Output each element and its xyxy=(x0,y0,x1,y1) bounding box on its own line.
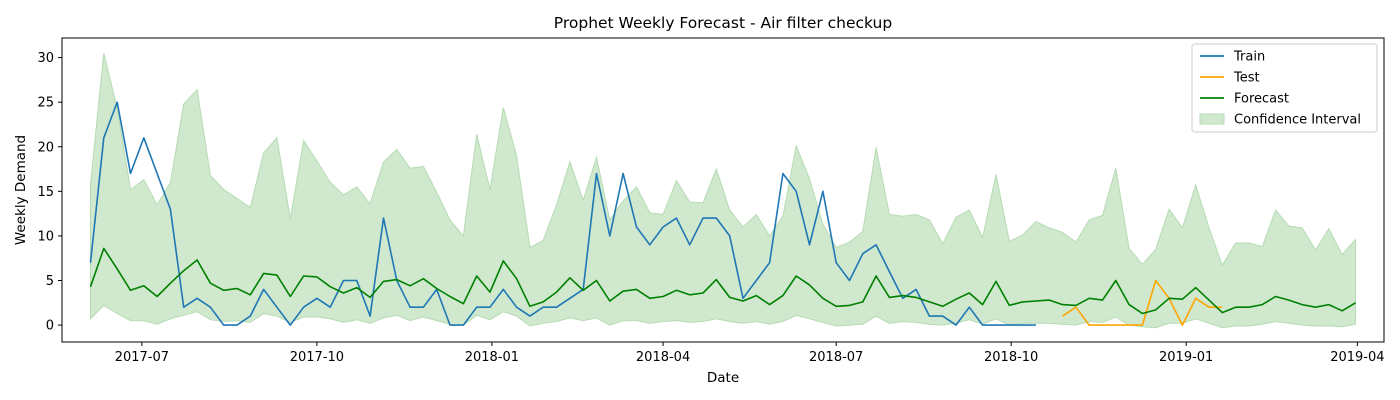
x-tick-label: 2017-10 xyxy=(290,350,344,365)
y-tick-label: 0 xyxy=(46,319,54,334)
y-tick-label: 25 xyxy=(37,96,54,111)
axis-ticks: 2017-07 2017-10 2018-01 2018-04 2018-07 2018-… xyxy=(37,51,1384,365)
chart-title: Prophet Weekly Forecast - Air filter che… xyxy=(554,14,892,32)
x-tick-label: 2019-04 xyxy=(1330,350,1384,365)
legend-label: Test xyxy=(1233,71,1260,86)
legend-swatch-area xyxy=(1199,113,1225,125)
test-series-line xyxy=(1062,279,1223,326)
x-tick-label: 2018-07 xyxy=(809,350,863,365)
forecast-series-line xyxy=(89,247,1356,315)
y-axis-label: Weekly Demand xyxy=(13,135,29,245)
legend-box xyxy=(1191,43,1378,133)
plot-area xyxy=(89,53,1356,329)
legend: Train Test Forecast Confidence Interval xyxy=(1191,43,1378,133)
legend-label: Confidence Interval xyxy=(1234,113,1361,128)
x-tick-label: 2017-07 xyxy=(115,350,169,365)
y-tick-label: 10 xyxy=(37,229,54,244)
y-tick-label: 30 xyxy=(37,51,54,66)
x-tick-label: 2018-10 xyxy=(984,350,1038,365)
confidence-interval-band xyxy=(90,53,1356,329)
y-tick-label: 5 xyxy=(46,274,54,289)
x-tick-label: 2018-04 xyxy=(636,350,690,365)
train-series-line xyxy=(89,101,1036,326)
x-tick-label: 2018-01 xyxy=(465,350,519,365)
legend-label: Train xyxy=(1233,50,1265,65)
x-axis-label: Date xyxy=(707,370,739,386)
legend-label: Forecast xyxy=(1234,92,1289,107)
y-tick-label: 20 xyxy=(37,140,54,155)
x-tick-label: 2019-01 xyxy=(1159,350,1213,365)
plot-frame xyxy=(61,37,1385,343)
y-tick-label: 15 xyxy=(37,185,54,200)
